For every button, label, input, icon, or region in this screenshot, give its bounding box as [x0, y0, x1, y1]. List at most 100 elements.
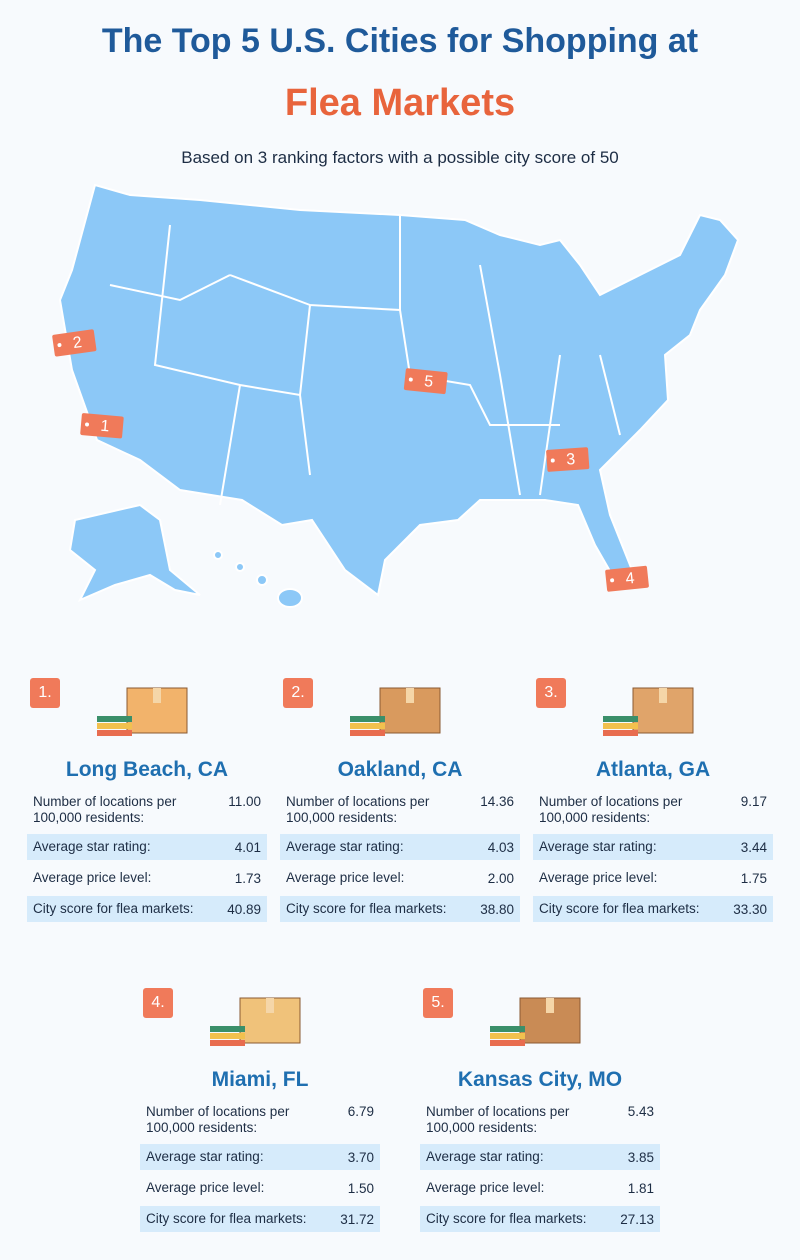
box-stripe	[266, 998, 274, 1013]
metric-row: Number of locations per 100,000 resident…	[533, 794, 773, 834]
metric-label: Number of locations per 100,000 resident…	[539, 794, 683, 825]
box-stripe	[153, 688, 161, 703]
us-map: 2 1 5 3 4	[52, 183, 740, 608]
rank-badge: 5.	[423, 988, 453, 1018]
metric-label: City score for flea markets:	[539, 901, 700, 916]
folded-cloth	[490, 1033, 525, 1039]
illustration	[210, 997, 301, 1046]
metric-row: Average price level: 1.50	[140, 1175, 380, 1201]
metric-value: 6.79	[347, 1104, 374, 1119]
metric-value: 31.72	[340, 1211, 374, 1227]
metric-row: Number of locations per 100,000 resident…	[420, 1104, 660, 1144]
metric-label: Number of locations per 100,000 resident…	[286, 794, 430, 825]
metric-label: Average star rating:	[426, 1149, 544, 1164]
folded-cloth	[490, 1040, 525, 1046]
metric-label: Average star rating:	[286, 839, 404, 854]
marker-label: 4	[625, 570, 636, 588]
marker-hole	[550, 458, 555, 463]
marker-hole	[57, 343, 62, 348]
metric-row: Average star rating: 4.01	[27, 834, 267, 860]
metric-label: Average price level:	[286, 870, 405, 885]
metric-value: 1.73	[234, 870, 261, 886]
metric-label: Average price level:	[146, 1180, 265, 1195]
folded-cloth	[603, 716, 638, 722]
metric-value: 4.01	[234, 839, 261, 855]
map-marker: 4	[605, 565, 649, 592]
city-name: Oakland, CA	[337, 758, 463, 781]
marker-tag	[605, 565, 649, 592]
metric-label: Number of locations per 100,000 resident…	[33, 794, 177, 825]
metric-label: City score for flea markets:	[33, 901, 194, 916]
folded-cloth	[603, 723, 638, 729]
folded-cloth	[350, 730, 385, 736]
map-marker: 3	[546, 447, 590, 472]
folded-cloth	[97, 730, 132, 736]
metric-row: City score for flea markets: 31.72	[140, 1206, 380, 1232]
marker-label: 3	[566, 451, 576, 469]
marker-label: 1	[100, 418, 110, 436]
metric-value: 1.50	[347, 1180, 374, 1196]
metric-row: City score for flea markets: 38.80	[280, 896, 520, 922]
marker-hole	[408, 377, 413, 382]
metric-value: 11.00	[228, 794, 261, 809]
metric-row: Average price level: 2.00	[280, 865, 520, 891]
metric-value: 3.44	[740, 839, 767, 855]
marker-hole	[85, 422, 90, 427]
subtitle: Based on 3 ranking factors with a possib…	[181, 148, 619, 167]
box-stripe	[659, 688, 667, 703]
metric-label: Number of locations per 100,000 resident…	[426, 1104, 570, 1135]
city-name: Miami, FL	[211, 1068, 309, 1091]
alaska	[68, 503, 201, 602]
city-name: Kansas City, MO	[457, 1068, 623, 1091]
title-highlight: Flea Markets	[284, 82, 516, 124]
metric-row: Number of locations per 100,000 resident…	[140, 1104, 380, 1144]
map-marker: 5	[403, 368, 448, 395]
marker-tag	[546, 447, 590, 472]
illustration	[603, 687, 694, 736]
metric-value: 9.17	[740, 794, 767, 809]
rank-badge: 4.	[143, 988, 173, 1018]
metric-value: 2.00	[487, 870, 514, 886]
marker-label: 5	[423, 373, 434, 391]
metric-row: Average price level: 1.81	[420, 1175, 660, 1201]
illustration	[490, 997, 581, 1046]
marker-tag	[403, 368, 448, 395]
city-name: Long Beach, CA	[65, 758, 229, 781]
map-marker: 1	[80, 413, 124, 439]
metric-row: Number of locations per 100,000 resident…	[27, 794, 267, 834]
metric-row: Average star rating: 4.03	[280, 834, 520, 860]
metric-value: 27.13	[620, 1211, 654, 1227]
metric-row: City score for flea markets: 27.13	[420, 1206, 660, 1232]
metric-row: City score for flea markets: 33.30	[533, 896, 773, 922]
contiguous-us	[58, 183, 740, 597]
folded-cloth	[603, 730, 638, 736]
metric-label: City score for flea markets:	[286, 901, 447, 916]
metric-value: 5.43	[627, 1104, 654, 1119]
folded-cloth	[210, 1026, 245, 1032]
illustration	[97, 687, 188, 736]
hawaii	[256, 574, 268, 586]
box-stripe	[546, 998, 554, 1013]
metric-row: Average star rating: 3.44	[533, 834, 773, 860]
metric-value: 3.70	[347, 1149, 374, 1165]
metric-label: Average star rating:	[146, 1149, 264, 1164]
folded-cloth	[97, 723, 132, 729]
illustration	[350, 687, 441, 736]
metric-label: City score for flea markets:	[146, 1211, 307, 1226]
city-name: Atlanta, GA	[595, 758, 711, 781]
metric-label: Average price level:	[426, 1180, 545, 1195]
metric-value: 1.75	[740, 870, 767, 886]
title: The Top 5 U.S. Cities for Shopping at	[101, 22, 699, 60]
marker-tag	[80, 413, 124, 439]
folded-cloth	[350, 723, 385, 729]
metric-value: 33.30	[733, 901, 767, 917]
metric-value: 38.80	[480, 901, 514, 917]
metric-value: 4.03	[487, 839, 514, 855]
folded-cloth	[350, 716, 385, 722]
metric-value: 40.89	[227, 901, 261, 917]
metric-label: Average star rating:	[539, 839, 657, 854]
metric-label: Average star rating:	[33, 839, 151, 854]
marker-label: 2	[72, 334, 83, 352]
metric-row: Average star rating: 3.85	[420, 1144, 660, 1170]
